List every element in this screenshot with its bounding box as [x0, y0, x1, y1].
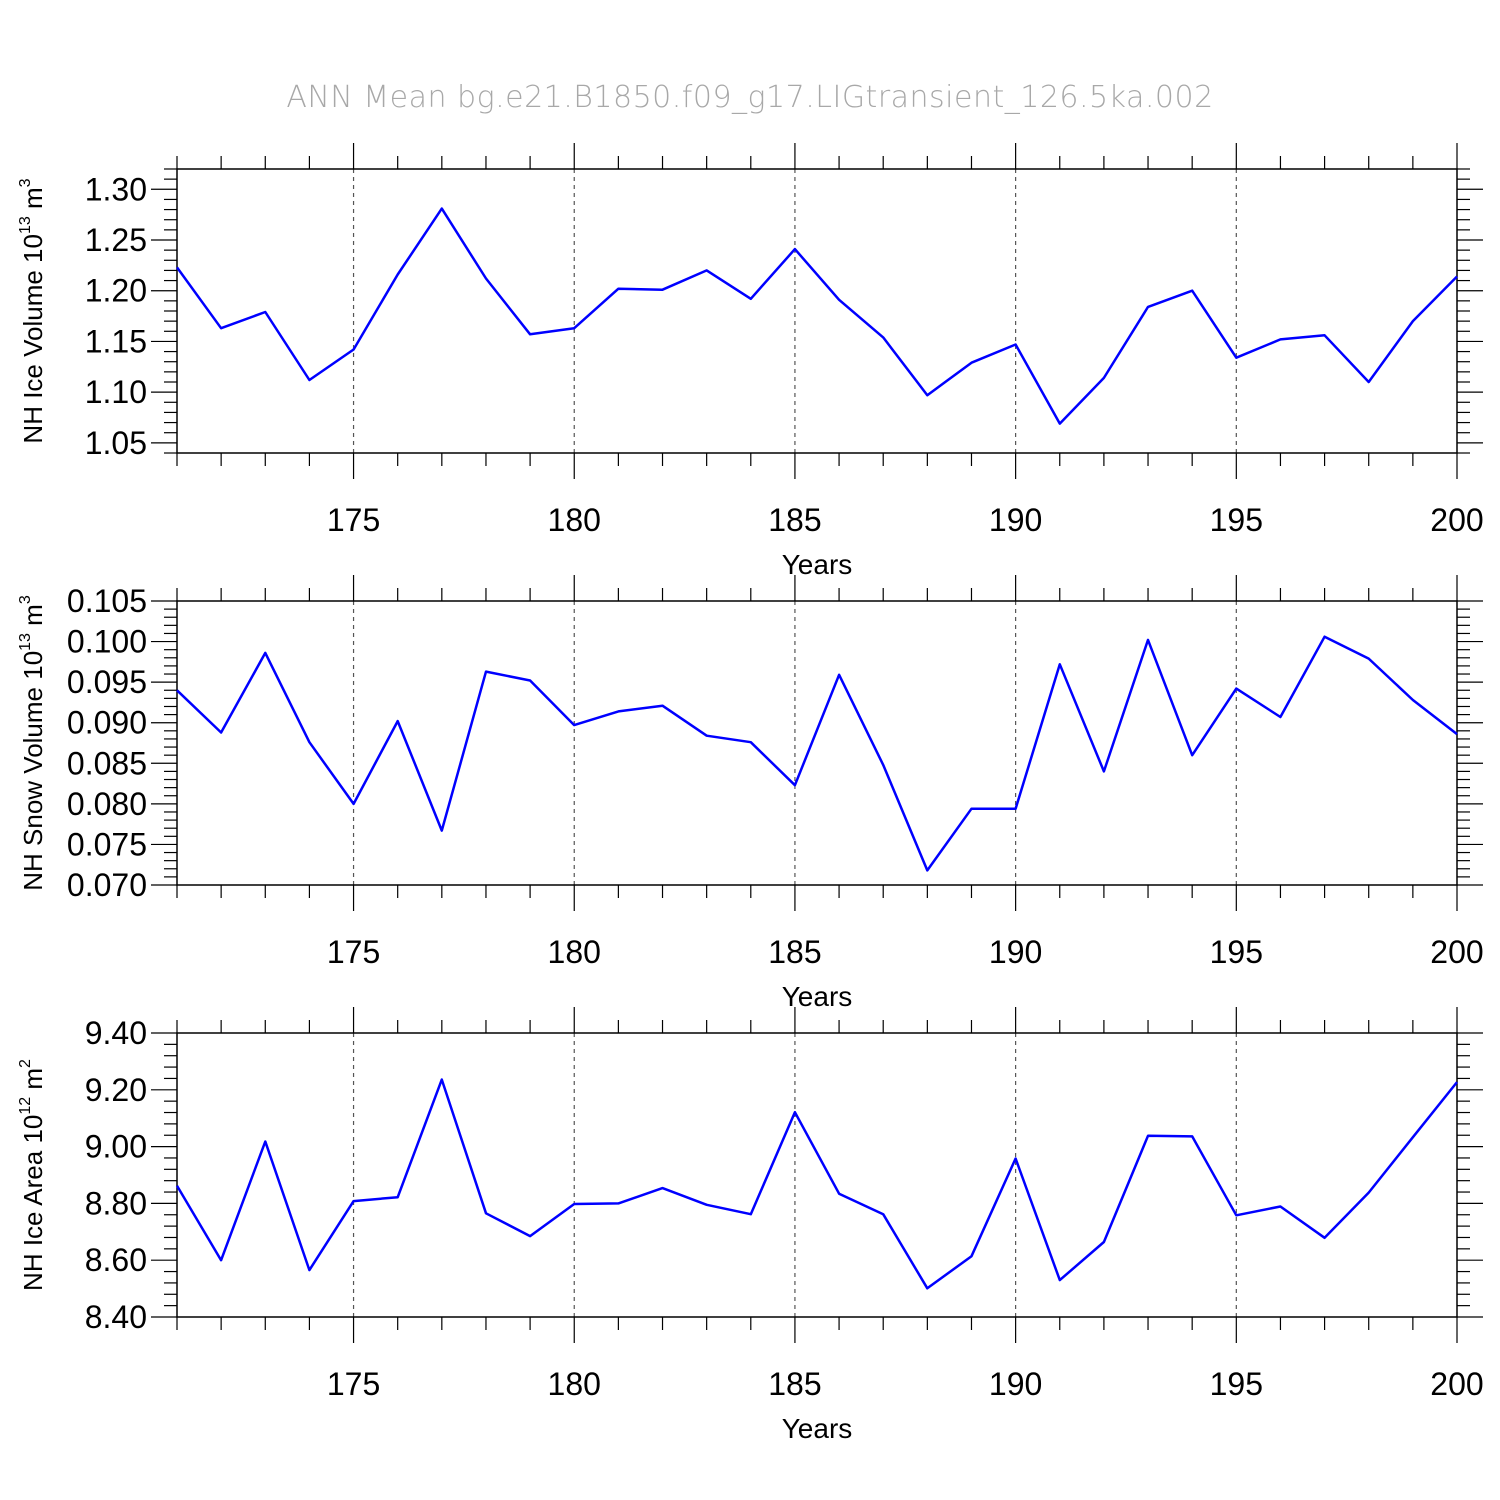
- x-axis-label: Years: [782, 1413, 853, 1444]
- figure-title: ANN Mean bg.e21.B1850.f09_g17.LIGtransie…: [286, 80, 1213, 115]
- x-tick-label: 200: [1430, 1366, 1483, 1402]
- plot-frame: [176, 168, 1458, 454]
- panels-group: 175 180 185 190 195 200 Years 1.05 1.10 1.15 1.20 1…: [17, 143, 1484, 1444]
- y-tick-label: 9.40: [85, 1015, 147, 1051]
- x-tick-label: 200: [1430, 502, 1483, 538]
- x-axis-label: Years: [782, 549, 853, 580]
- y-tick-label: 1.15: [85, 323, 147, 359]
- y-tick-label: 9.00: [85, 1129, 147, 1165]
- x-tick-label: 175: [327, 1366, 380, 1402]
- y-tick-label: 0.100: [67, 624, 147, 660]
- y-tick-label: 1.30: [85, 171, 147, 207]
- y-tick-label: 0.105: [67, 583, 147, 619]
- x-tick-label: 195: [1210, 502, 1263, 538]
- x-tick-label: 185: [768, 1366, 821, 1402]
- y-tick-label: 8.60: [85, 1242, 147, 1278]
- x-tick-label: 190: [989, 934, 1042, 970]
- x-axis-label: Years: [782, 981, 853, 1012]
- x-tick-label: 195: [1210, 934, 1263, 970]
- plot-frame: [176, 600, 1458, 886]
- panel-3: 175 180 185 190 195 200 Years 8.40 8.60 8.80 9.00 9…: [17, 1007, 1484, 1444]
- y-tick-label: 0.085: [67, 745, 147, 781]
- x-tick-label: 185: [768, 502, 821, 538]
- y-axis-label: NH Ice Area 1012 m2: [17, 1059, 48, 1291]
- series-line: [175, 207, 1458, 425]
- x-tick-label: 180: [548, 934, 601, 970]
- y-tick-label: 1.10: [85, 374, 147, 410]
- y-tick-label: 8.80: [85, 1185, 147, 1221]
- y-tick-label: 0.095: [67, 664, 147, 700]
- y-tick-label: 8.40: [85, 1299, 147, 1335]
- x-tick-label: 185: [768, 934, 821, 970]
- series-line: [175, 1078, 1458, 1290]
- y-tick-label: 1.05: [85, 425, 147, 461]
- x-tick-label: 200: [1430, 934, 1483, 970]
- y-tick-label: 0.070: [67, 867, 147, 903]
- y-tick-label: 9.20: [85, 1072, 147, 1108]
- x-tick-label: 175: [327, 502, 380, 538]
- panel-1: 175 180 185 190 195 200 Years 1.05 1.10 1.15 1.20 1…: [17, 143, 1484, 580]
- y-axis-label: NH Snow Volume 1013 m3: [17, 595, 48, 891]
- x-tick-label: 180: [548, 1366, 601, 1402]
- y-tick-label: 0.090: [67, 705, 147, 741]
- x-tick-label: 180: [548, 502, 601, 538]
- y-tick-label: 0.075: [67, 826, 147, 862]
- panel-2: 175 180 185 190 195 200 Years 0.070 0.075 0.080 0.…: [17, 575, 1484, 1012]
- y-tick-label: 0.080: [67, 786, 147, 822]
- y-tick-label: 1.25: [85, 222, 147, 258]
- x-tick-label: 175: [327, 934, 380, 970]
- y-axis-label: NH Ice Volume 1013 m3: [17, 178, 48, 443]
- plot-frame: [176, 1032, 1458, 1318]
- y-tick-label: 1.20: [85, 273, 147, 309]
- series-line: [176, 635, 1458, 872]
- x-tick-label: 190: [989, 502, 1042, 538]
- x-tick-label: 195: [1210, 1366, 1263, 1402]
- x-tick-label: 190: [989, 1366, 1042, 1402]
